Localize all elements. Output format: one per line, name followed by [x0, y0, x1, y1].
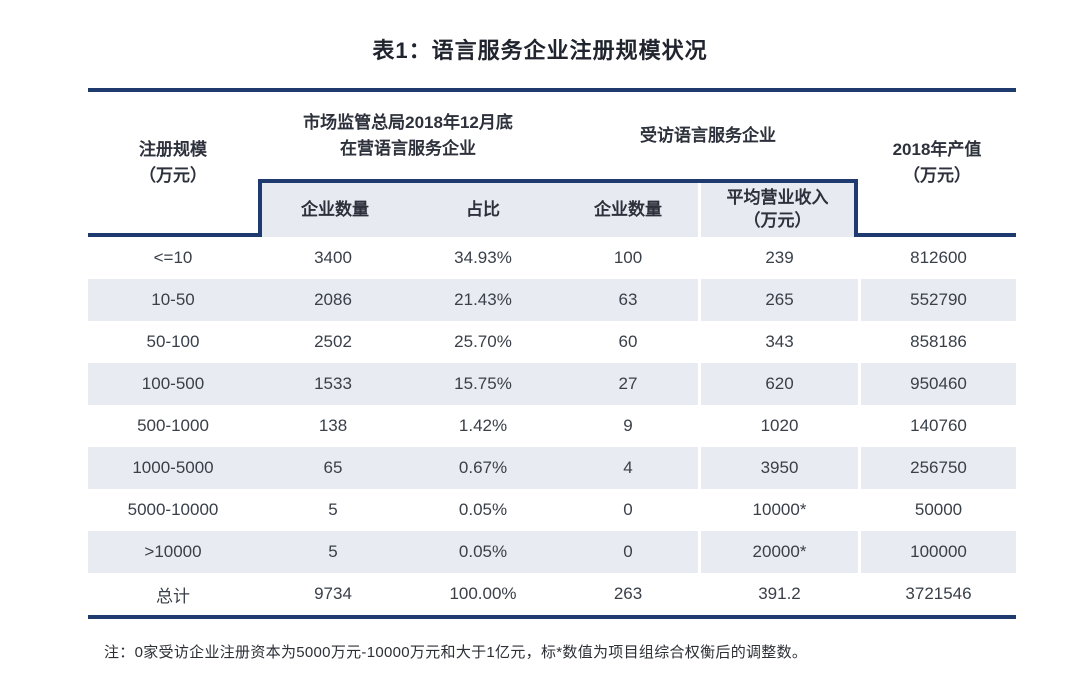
- cell-scale: <=10: [153, 248, 193, 267]
- cell-count: 138: [318, 416, 348, 435]
- cell-share: 0.05%: [458, 542, 508, 561]
- cell-scale: >10000: [144, 542, 202, 561]
- cell-share: 0.67%: [458, 458, 508, 477]
- output-2018-line1: 2018年产值: [892, 140, 982, 159]
- table-row: 50-100 2502 25.70% 60 343 858186: [88, 321, 1016, 363]
- cell-avg-revenue: 239: [698, 237, 858, 279]
- table-row: <=10 3400 34.93% 100 239 812600: [88, 237, 1016, 279]
- subheader-enterprise-count-bureau: 企业数量: [262, 183, 408, 237]
- cell-output-2018: 3721546: [858, 573, 1016, 615]
- cell-count: 2502: [314, 332, 352, 351]
- cell-surveyed-count: 60: [618, 332, 638, 351]
- cell-surveyed-count: 63: [618, 290, 638, 309]
- subheader-band: 企业数量 占比 企业数量 平均营业收入 （万元）: [258, 179, 858, 237]
- cell-avg-revenue: 620: [698, 363, 858, 405]
- cell-surveyed-count: 0: [623, 500, 633, 519]
- subheader-share: 占比: [408, 183, 558, 237]
- registration-scale-table: 注册规模 （万元） 市场监管总局2018年12月底 在营语言服务企业 受访语言服…: [88, 88, 1016, 619]
- column-header-output-2018: 2018年产值 （万元）: [858, 92, 1016, 233]
- cell-share: 15.75%: [454, 374, 512, 393]
- cell-share: 0.05%: [458, 500, 508, 519]
- cell-avg-revenue: 20000*: [698, 531, 858, 573]
- cell-output-2018: 256750: [858, 447, 1016, 489]
- subheader-avg-revenue-line1: 平均营业收入: [726, 188, 829, 208]
- cell-count: 2086: [314, 290, 352, 309]
- cell-scale: 100-500: [141, 374, 205, 393]
- cell-share: 25.70%: [454, 332, 512, 351]
- cell-output-2018: 552790: [858, 279, 1016, 321]
- cell-output-2018: 50000: [858, 489, 1016, 531]
- cell-share: 100.00%: [449, 584, 517, 603]
- table-row: 10-50 2086 21.43% 63 265 552790: [88, 279, 1016, 321]
- column-header-registered-scale: 注册规模 （万元）: [88, 92, 258, 233]
- cell-surveyed-count: 100: [613, 248, 643, 267]
- cell-output-2018: 950460: [858, 363, 1016, 405]
- cell-surveyed-count: 263: [613, 584, 643, 603]
- subheader-enterprise-count-surveyed-label: 企业数量: [594, 199, 662, 219]
- table-row: >10000 5 0.05% 0 20000* 100000: [88, 531, 1016, 573]
- table-row: 5000-10000 5 0.05% 0 10000* 50000: [88, 489, 1016, 531]
- market-bureau-line2: 在营语言服务企业: [340, 138, 476, 158]
- cell-scale: 总计: [156, 586, 190, 606]
- cell-surveyed-count: 27: [618, 374, 638, 393]
- table-row-total: 总计 9734 100.00% 263 391.2 3721546: [88, 573, 1016, 615]
- table-footnote: 注：0家受访企业注册资本为5000万元-10000万元和大于1亿元，标*数值为项…: [104, 644, 808, 661]
- cell-avg-revenue: 343: [698, 321, 858, 363]
- cell-count: 9734: [314, 584, 352, 603]
- registered-scale-line2: （万元）: [139, 165, 207, 185]
- cell-scale: 500-1000: [137, 416, 209, 435]
- header-underline-left: [88, 233, 258, 237]
- cell-count: 65: [323, 458, 343, 477]
- cell-surveyed-count: 9: [623, 416, 633, 435]
- cell-output-2018: 858186: [858, 321, 1016, 363]
- cell-surveyed-count: 4: [623, 458, 633, 477]
- cell-avg-revenue: 391.2: [698, 573, 858, 615]
- cell-avg-revenue: 10000*: [698, 489, 858, 531]
- subheader-avg-revenue-line2: （万元）: [743, 211, 812, 230]
- table-row: 500-1000 138 1.42% 9 1020 140760: [88, 405, 1016, 447]
- cell-scale: 5000-10000: [127, 500, 219, 519]
- output-2018-line2: （万元）: [903, 165, 971, 185]
- cell-avg-revenue: 265: [698, 279, 858, 321]
- cell-scale: 10-50: [151, 290, 195, 309]
- table-row: 1000-5000 65 0.67% 4 3950 256750: [88, 447, 1016, 489]
- table-body: <=10 3400 34.93% 100 239 812600 10-50 20…: [88, 237, 1016, 615]
- table-header: 注册规模 （万元） 市场监管总局2018年12月底 在营语言服务企业 受访语言服…: [88, 92, 1016, 237]
- table-title: 表1：语言服务企业注册规模状况: [372, 38, 708, 63]
- cell-output-2018: 812600: [858, 237, 1016, 279]
- cell-count: 5: [328, 500, 338, 519]
- table-bottom-rule: [88, 615, 1016, 619]
- cell-share: 34.93%: [454, 248, 512, 267]
- subheader-enterprise-count-surveyed: 企业数量: [558, 183, 698, 237]
- cell-count: 5: [328, 542, 338, 561]
- group-header-surveyed-enterprises: 受访语言服务企业: [558, 92, 858, 179]
- cell-surveyed-count: 0: [623, 542, 633, 561]
- cell-output-2018: 140760: [858, 405, 1016, 447]
- subheader-enterprise-count-bureau-label: 企业数量: [301, 199, 369, 219]
- cell-scale: 50-100: [146, 332, 200, 351]
- registered-scale-line1: 注册规模: [139, 140, 207, 159]
- surveyed-enterprises-label: 受访语言服务企业: [640, 125, 776, 145]
- market-bureau-line1: 市场监管总局2018年12月底: [303, 113, 513, 132]
- cell-share: 21.43%: [454, 290, 512, 309]
- cell-avg-revenue: 3950: [698, 447, 858, 489]
- cell-count: 3400: [314, 248, 352, 267]
- subheader-share-label: 占比: [466, 199, 500, 219]
- table-top-rule: [88, 88, 1016, 92]
- cell-count: 1533: [314, 374, 352, 393]
- cell-output-2018: 100000: [858, 531, 1016, 573]
- header-underline-right: [858, 233, 1016, 237]
- cell-share: 1.42%: [458, 416, 508, 435]
- cell-scale: 1000-5000: [132, 458, 214, 477]
- cell-avg-revenue: 1020: [698, 405, 858, 447]
- group-header-market-bureau: 市场监管总局2018年12月底 在营语言服务企业: [258, 92, 558, 179]
- subheader-avg-revenue: 平均营业收入 （万元）: [698, 183, 854, 237]
- table-row: 100-500 1533 15.75% 27 620 950460: [88, 363, 1016, 405]
